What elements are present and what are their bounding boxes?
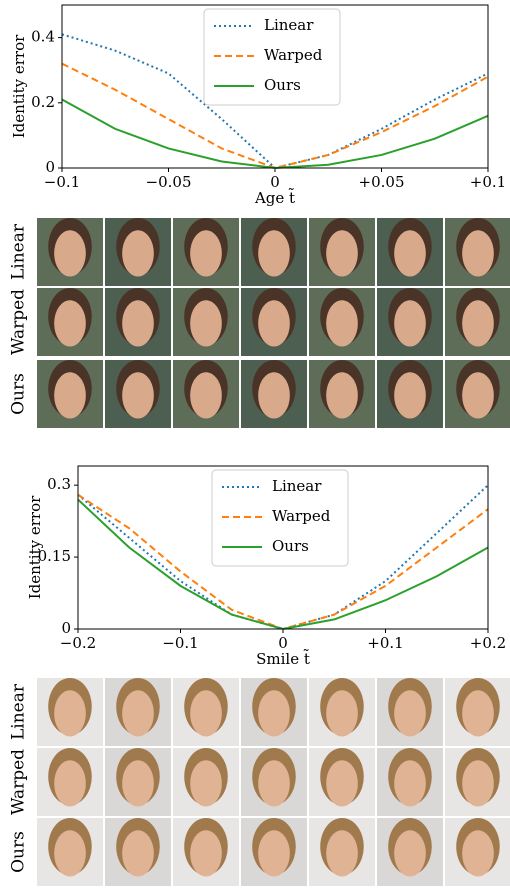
x-tick-label: −0.1: [44, 173, 80, 191]
x-tick-label: +0.2: [470, 634, 506, 652]
face-skin: [122, 690, 154, 737]
face-skin: [326, 760, 358, 807]
row-label: Warped: [9, 289, 29, 355]
legend-box: [203, 8, 341, 106]
face-skin: [462, 830, 494, 877]
face-skin: [462, 690, 494, 737]
plot-frame: [77, 465, 489, 630]
row-label: Ours: [9, 831, 29, 873]
legend-label: Ours: [264, 76, 301, 94]
face-skin: [394, 300, 426, 347]
face-skin: [258, 760, 290, 807]
x-tick-label: 0: [270, 173, 280, 191]
face-skin: [122, 830, 154, 877]
face-skin: [190, 830, 222, 877]
face-skin: [258, 372, 290, 419]
x-tick-label: −0.1: [162, 634, 198, 652]
face-skin: [326, 690, 358, 737]
x-axis-label: Age t̃: [254, 188, 295, 207]
face-skin: [122, 760, 154, 807]
plot-frame: [61, 4, 489, 169]
y-tick-label: 0.2: [31, 93, 55, 111]
face-skin: [122, 300, 154, 347]
row-label: Ours: [9, 373, 29, 415]
legend-label: Linear: [264, 16, 314, 34]
face-skin: [190, 300, 222, 347]
face-skin: [462, 230, 494, 277]
legend-label: Linear: [272, 477, 322, 495]
legend-label: Warped: [264, 46, 323, 64]
face-skin: [190, 690, 222, 737]
y-axis-label: Identity error: [26, 495, 44, 599]
face-skin: [394, 230, 426, 277]
face-skin: [326, 230, 358, 277]
x-tick-label: +0.1: [470, 173, 506, 191]
x-tick-label: +0.05: [359, 173, 405, 191]
face-skin: [394, 760, 426, 807]
row-label: Linear: [9, 683, 29, 740]
x-axis-label: Smile t̃: [256, 649, 310, 668]
face-skin: [54, 372, 86, 419]
face-skin: [122, 372, 154, 419]
x-tick-label: −0.2: [60, 634, 96, 652]
face-skin: [258, 230, 290, 277]
y-tick-label: 0: [45, 158, 55, 176]
face-skin: [54, 690, 86, 737]
y-tick-label: 0.4: [31, 28, 55, 46]
face-skin: [190, 372, 222, 419]
legend-label: Ours: [272, 537, 309, 555]
face-skin: [462, 760, 494, 807]
face-skin: [258, 300, 290, 347]
y-tick-label: 0: [61, 619, 71, 637]
face-skin: [394, 690, 426, 737]
face-skin: [258, 690, 290, 737]
face-skin: [54, 230, 86, 277]
face-skin: [326, 830, 358, 877]
y-tick-label: 0.3: [47, 475, 71, 493]
legend-box: [211, 469, 349, 567]
row-label: Warped: [9, 749, 29, 815]
x-tick-label: +0.1: [367, 634, 403, 652]
row-label: Linear: [9, 223, 29, 280]
face-skin: [258, 830, 290, 877]
y-axis-label: Identity error: [10, 34, 28, 138]
face-skin: [54, 300, 86, 347]
legend-label: Warped: [272, 507, 331, 525]
y-tick-label: 0.15: [38, 547, 71, 565]
series-line: [61, 98, 489, 170]
face-skin: [394, 372, 426, 419]
face-skin: [54, 830, 86, 877]
x-tick-label: −0.05: [146, 173, 192, 191]
face-skin: [462, 300, 494, 347]
x-tick-label: 0: [278, 634, 288, 652]
face-skin: [54, 760, 86, 807]
face-skin: [326, 300, 358, 347]
face-skin: [190, 230, 222, 277]
face-skin: [462, 372, 494, 419]
face-skin: [122, 230, 154, 277]
face-skin: [326, 372, 358, 419]
face-skin: [394, 830, 426, 877]
face-skin: [190, 760, 222, 807]
